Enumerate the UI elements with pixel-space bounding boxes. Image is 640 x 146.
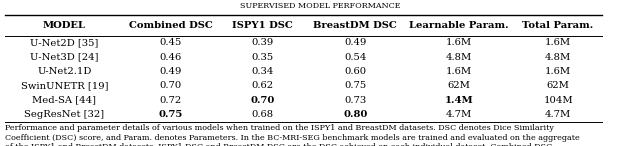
- Text: 0.75: 0.75: [159, 110, 183, 119]
- Text: 0.70: 0.70: [160, 81, 182, 90]
- Text: 1.6M: 1.6M: [446, 67, 472, 76]
- Text: 4.8M: 4.8M: [545, 53, 572, 62]
- Text: 0.75: 0.75: [344, 81, 366, 90]
- Text: U-Net2.1D: U-Net2.1D: [37, 67, 92, 76]
- Text: 4.7M: 4.7M: [545, 110, 572, 119]
- Text: 0.72: 0.72: [160, 96, 182, 105]
- Text: 62M: 62M: [447, 81, 470, 90]
- Text: 0.68: 0.68: [252, 110, 273, 119]
- Text: 0.54: 0.54: [344, 53, 366, 62]
- Text: 0.34: 0.34: [252, 67, 273, 76]
- Text: Combined DSC: Combined DSC: [129, 21, 212, 30]
- Text: 0.62: 0.62: [252, 81, 273, 90]
- Text: Learnable Param.: Learnable Param.: [409, 21, 509, 30]
- Text: U-Net2D [35]: U-Net2D [35]: [30, 38, 99, 47]
- Text: 0.45: 0.45: [160, 38, 182, 47]
- Text: 1.4M: 1.4M: [445, 96, 473, 105]
- Text: 0.46: 0.46: [160, 53, 182, 62]
- Text: Med-SA [44]: Med-SA [44]: [33, 96, 97, 105]
- Text: 1.6M: 1.6M: [545, 67, 571, 76]
- Text: SUPERVISED MODEL PERFORMANCE: SUPERVISED MODEL PERFORMANCE: [240, 2, 400, 10]
- Text: 0.60: 0.60: [344, 67, 366, 76]
- Text: 1.6M: 1.6M: [446, 38, 472, 47]
- Text: 104M: 104M: [543, 96, 573, 105]
- Text: 0.49: 0.49: [344, 38, 366, 47]
- Text: 0.70: 0.70: [250, 96, 275, 105]
- Text: SwinUNETR [19]: SwinUNETR [19]: [20, 81, 108, 90]
- Text: U-Net3D [24]: U-Net3D [24]: [30, 53, 99, 62]
- Text: BreastDM DSC: BreastDM DSC: [314, 21, 397, 30]
- Text: 0.80: 0.80: [343, 110, 367, 119]
- Text: 0.49: 0.49: [160, 67, 182, 76]
- Text: 4.8M: 4.8M: [445, 53, 472, 62]
- Text: 0.35: 0.35: [252, 53, 273, 62]
- Text: 0.39: 0.39: [252, 38, 273, 47]
- Text: 4.7M: 4.7M: [445, 110, 472, 119]
- Text: ISPY1 DSC: ISPY1 DSC: [232, 21, 292, 30]
- Text: Total Param.: Total Param.: [522, 21, 594, 30]
- Text: MODEL: MODEL: [43, 21, 86, 30]
- Text: 62M: 62M: [547, 81, 570, 90]
- Text: 1.6M: 1.6M: [545, 38, 571, 47]
- Text: SegResNet [32]: SegResNet [32]: [24, 110, 104, 119]
- Text: 0.73: 0.73: [344, 96, 366, 105]
- Text: Performance and parameter details of various models when trained on the ISPY1 an: Performance and parameter details of var…: [5, 124, 580, 146]
